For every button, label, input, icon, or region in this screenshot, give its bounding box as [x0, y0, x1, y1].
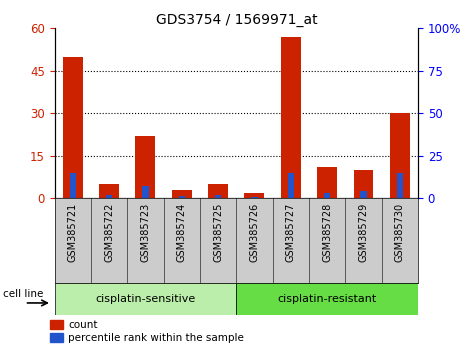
- Text: GSM385724: GSM385724: [177, 202, 187, 262]
- Bar: [69, 173, 76, 198]
- Bar: [390, 113, 410, 198]
- Bar: [360, 192, 367, 198]
- Text: GSM385723: GSM385723: [141, 202, 151, 262]
- Text: GSM385722: GSM385722: [104, 202, 114, 262]
- Text: cisplatin-sensitive: cisplatin-sensitive: [95, 294, 196, 304]
- Bar: [55, 283, 237, 315]
- Bar: [237, 283, 418, 315]
- Bar: [281, 37, 301, 198]
- Bar: [208, 184, 228, 198]
- Bar: [215, 195, 221, 198]
- Text: GSM385726: GSM385726: [249, 202, 259, 262]
- Text: GSM385727: GSM385727: [286, 202, 296, 262]
- Text: cisplatin-resistant: cisplatin-resistant: [277, 294, 377, 304]
- Bar: [353, 170, 373, 198]
- Text: GSM385728: GSM385728: [322, 202, 332, 262]
- Text: GSM385729: GSM385729: [359, 202, 369, 262]
- Title: GDS3754 / 1569971_at: GDS3754 / 1569971_at: [155, 13, 317, 27]
- Legend: count, percentile rank within the sample: count, percentile rank within the sample: [50, 320, 244, 343]
- Bar: [397, 173, 403, 198]
- Bar: [245, 193, 265, 198]
- Text: GSM385730: GSM385730: [395, 202, 405, 262]
- Bar: [106, 195, 113, 198]
- Bar: [99, 184, 119, 198]
- Bar: [179, 196, 185, 198]
- Bar: [317, 167, 337, 198]
- Text: GSM385725: GSM385725: [213, 202, 223, 262]
- Text: cell line: cell line: [3, 289, 43, 299]
- Bar: [287, 173, 294, 198]
- Text: GSM385721: GSM385721: [68, 202, 78, 262]
- Bar: [324, 193, 331, 198]
- Bar: [172, 190, 192, 198]
- Bar: [135, 136, 155, 198]
- Bar: [142, 186, 149, 198]
- Bar: [63, 57, 83, 198]
